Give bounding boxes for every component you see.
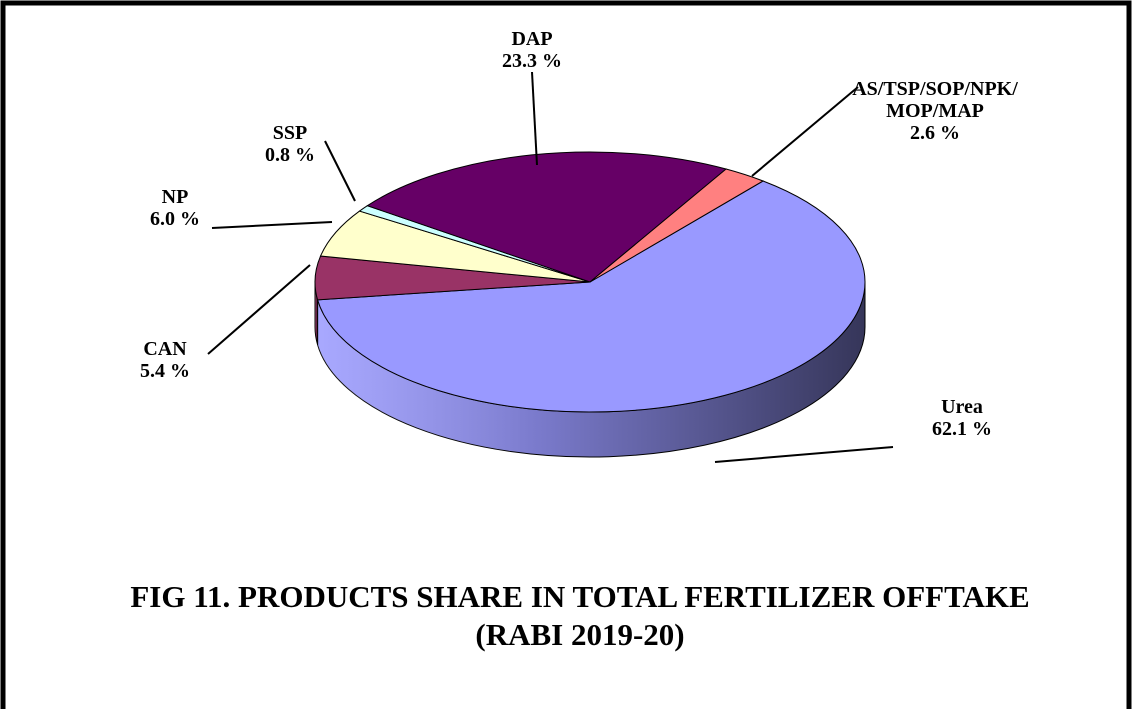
pie-side-shade [317,282,865,458]
slice-label: DAP 23.3 % [502,28,562,72]
slice-name: NP [161,186,189,208]
slice-name: SSP [272,122,308,144]
leader-line [751,86,859,177]
pie-slice [366,151,728,283]
slice-name: DAP [511,28,553,50]
slice-label: CAN 5.4 % [140,338,190,382]
slice-value: 62.1 % [932,418,992,440]
slice-name: CAN [143,338,187,360]
slice-value: 2.6 % [910,122,960,144]
slice-name: Urea [941,396,983,418]
leader-line [324,140,356,202]
slice-value: 6.0 % [150,208,200,230]
leader-line [531,71,538,166]
leader-line [714,446,894,463]
slice-name: AS/TSP/SOP/NPK/ MOP/MAP [852,78,1018,122]
slice-label: NP 6.0 % [150,186,200,230]
slice-label: SSP 0.8 % [265,122,315,166]
pie-slice [589,168,765,283]
chart-title: FIG 11. PRODUCTS SHARE IN TOTAL FERTILIZ… [130,579,1030,652]
slice-value: 23.3 % [502,50,562,72]
slice-value: 0.8 % [265,144,315,166]
pie-slice [316,180,866,413]
leader-line [211,221,333,229]
slice-label: Urea 62.1 % [932,396,992,440]
slice-value: 5.4 % [140,360,190,382]
slice-label: AS/TSP/SOP/NPK/ MOP/MAP 2.6 % [852,78,1018,144]
leader-line [207,264,311,355]
